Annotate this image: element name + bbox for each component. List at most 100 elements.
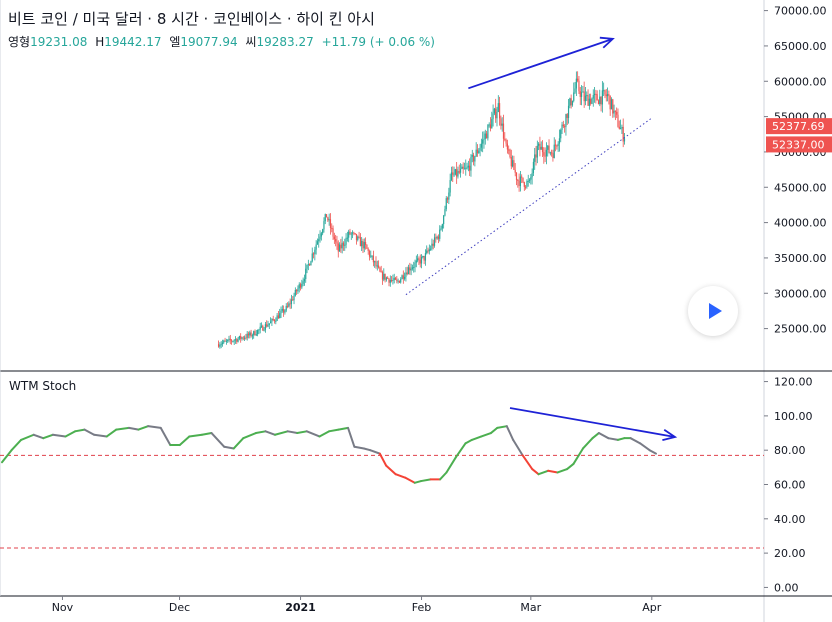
stoch-segment [286, 430, 299, 435]
candle-body [391, 279, 393, 281]
stoch-segment [591, 432, 600, 440]
stoch-segment [489, 426, 499, 435]
price-tick-label: 40000.00 [774, 217, 827, 230]
candle-body [344, 244, 346, 246]
indicator-label[interactable]: WTM Stoch [9, 379, 77, 393]
candle-body [402, 275, 404, 279]
candle-body [262, 325, 264, 331]
candle-body [346, 237, 348, 239]
price-tag-upper: 52377.69 [772, 120, 825, 133]
candle-body [573, 92, 575, 101]
candle-body [592, 95, 594, 99]
price-tick-label: 25000.00 [774, 323, 827, 336]
stoch-segment [337, 426, 350, 431]
candle-body [578, 80, 580, 92]
candle-body [535, 154, 537, 158]
candle-body [560, 129, 562, 139]
candle-body [488, 124, 490, 126]
candle-body [292, 299, 294, 301]
candle-body [472, 154, 475, 162]
candle-body [324, 214, 326, 222]
candle-body [233, 340, 235, 342]
candle-body [474, 156, 476, 162]
stoch-tick-label: 60.00 [774, 479, 806, 492]
candle-body [445, 198, 447, 210]
candle-body [285, 305, 287, 311]
candle-body [530, 177, 532, 180]
candle-body [404, 276, 406, 279]
candle-body [238, 335, 240, 339]
candle-body [393, 277, 395, 281]
stoch-segment [42, 433, 54, 440]
stoch-segment [74, 428, 86, 433]
open-key: 영형 [8, 35, 31, 49]
candle-body [561, 124, 563, 130]
candle-body [283, 309, 285, 313]
candle-body [469, 165, 471, 171]
candle-body [260, 325, 263, 327]
candle-body [418, 258, 420, 260]
candle-body [217, 344, 220, 347]
candle-body [621, 126, 623, 129]
candle-body [410, 268, 412, 271]
candle-body [258, 329, 260, 331]
candle-body [311, 253, 313, 262]
price-tag [766, 118, 832, 135]
candle-body [301, 283, 303, 288]
low-key: 엘 [169, 35, 181, 49]
price-arrow-head [599, 36, 615, 49]
candle-body [496, 112, 498, 119]
candle-body [485, 133, 488, 139]
stoch-segment [210, 432, 226, 448]
candle-body [505, 139, 507, 144]
candle-body [452, 172, 454, 175]
candles-group [217, 71, 626, 349]
candle-body [571, 100, 574, 106]
candle-body [539, 143, 541, 150]
candle-body [327, 217, 329, 221]
candle-body [562, 124, 564, 127]
candle-body [294, 289, 296, 296]
stoch-segment [10, 438, 23, 452]
candle-body [613, 110, 615, 114]
candle-body [264, 324, 267, 330]
candle-body [375, 261, 377, 267]
candle-body [392, 280, 394, 282]
candle-body [325, 214, 328, 218]
candle-body [544, 155, 546, 157]
candle-body [522, 177, 524, 183]
candle-body [582, 91, 584, 93]
candle-body [614, 110, 616, 112]
candle-body [310, 261, 312, 266]
candle-body [437, 236, 440, 239]
candle-body [406, 272, 408, 275]
candle-body [593, 93, 596, 96]
candle-body [376, 265, 378, 267]
stoch-segment [347, 426, 356, 448]
stoch-tick-label: 120.00 [774, 376, 813, 389]
candle-body [341, 242, 343, 249]
stoch-segment [394, 473, 407, 479]
candle-body [426, 250, 428, 254]
candle-body [504, 138, 506, 140]
candle-body [534, 154, 536, 162]
candle-body [612, 99, 614, 114]
close-key: 씨 [245, 35, 257, 49]
stoch-segment [496, 425, 508, 429]
candle-body [219, 345, 221, 347]
candle-body [430, 248, 432, 250]
candle-body [275, 320, 277, 322]
candle-body [461, 166, 463, 169]
candle-body [380, 271, 382, 273]
stoch-tick-label: 100.00 [774, 410, 813, 423]
candle-body [286, 305, 289, 307]
stoch-segment [648, 449, 657, 455]
candle-body [372, 255, 374, 263]
candle-body [407, 267, 410, 275]
candle-body [471, 154, 473, 157]
candle-body [623, 138, 626, 142]
candle-body [253, 331, 255, 336]
stoch-segment [470, 435, 483, 441]
play-button[interactable] [688, 286, 738, 336]
stoch-segment [547, 469, 559, 474]
